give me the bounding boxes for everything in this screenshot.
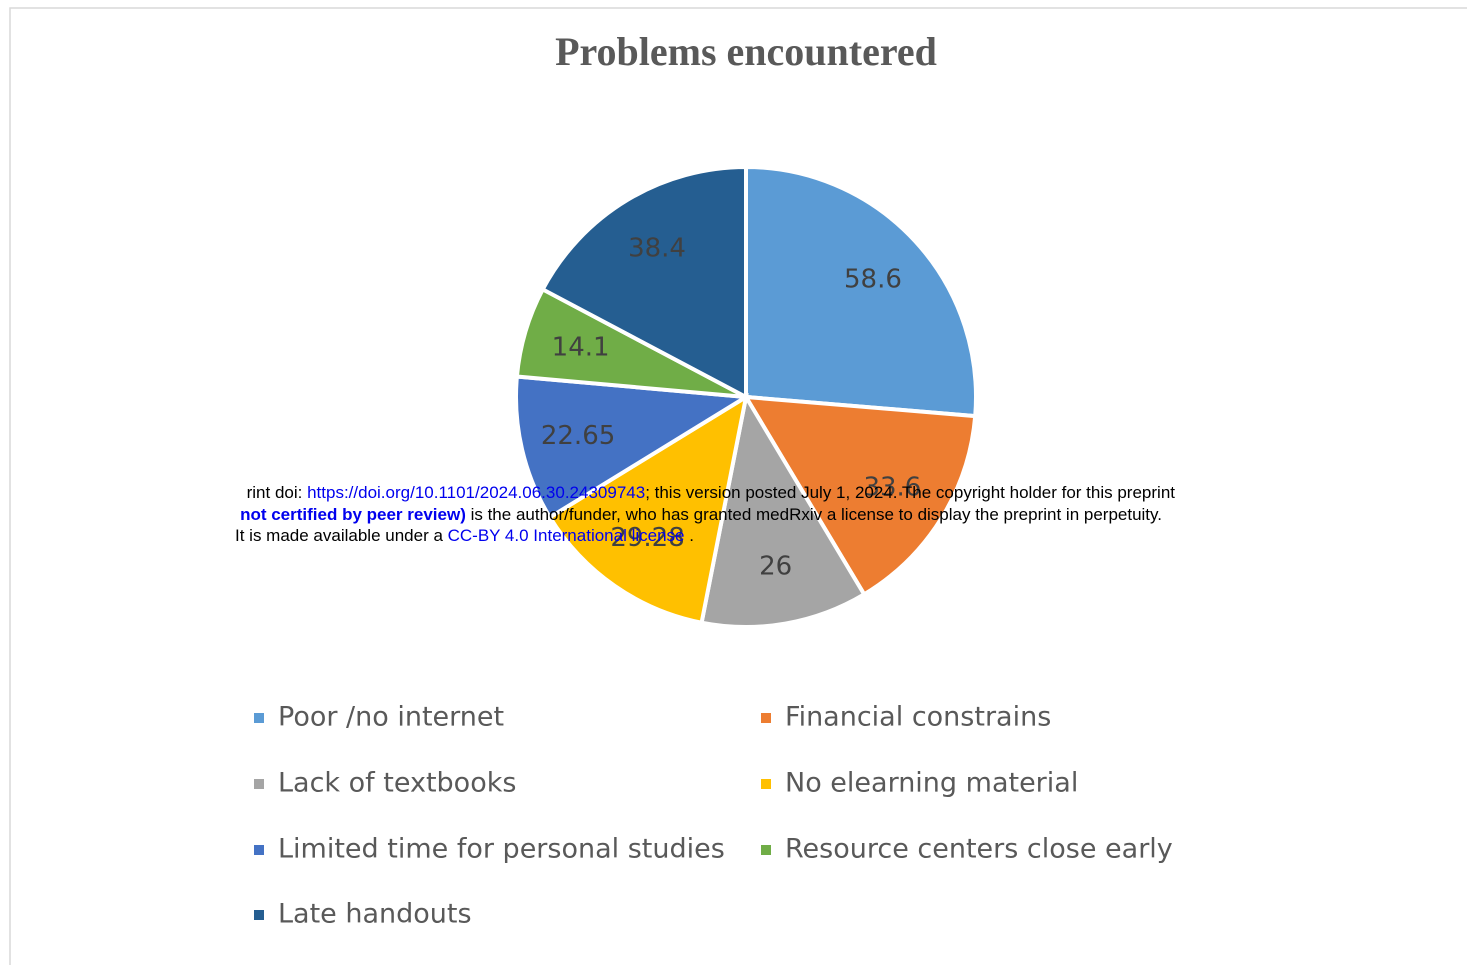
- license-link[interactable]: CC-BY 4.0 International license: [447, 526, 685, 545]
- legend-label: Resource centers close early: [785, 834, 1173, 865]
- legend-swatch: [254, 713, 264, 723]
- notice-line: rint doi: https://doi.org/10.1101/2024.0…: [247, 483, 1175, 503]
- data-label: 14.1: [552, 332, 610, 362]
- legend-swatch: [761, 845, 771, 855]
- data-label: 22.65: [541, 421, 615, 451]
- notice-bold: not certified by peer review): [240, 505, 466, 524]
- data-label: 33.6: [863, 473, 921, 503]
- data-label: 26: [759, 551, 792, 581]
- notice-text: rint doi:: [246, 483, 308, 502]
- legend-swatch: [254, 845, 264, 855]
- legend-label: Late handouts: [278, 899, 472, 930]
- doi-link[interactable]: https://doi.org/10.1101/2024.06.30.24309…: [307, 483, 646, 502]
- pie-slice: [514, 374, 753, 520]
- notice-text: ; this version posted July 1, 2024. The …: [645, 483, 1175, 502]
- legend-label: Poor /no internet: [278, 702, 504, 733]
- notice-line: not certified by peer review) is the aut…: [240, 505, 1162, 525]
- legend-label: Lack of textbooks: [278, 768, 516, 799]
- chart-title: Problems encountered: [555, 29, 937, 74]
- notice-text: It is made available under a: [235, 526, 448, 545]
- pie-slice: [744, 164, 978, 419]
- notice-text: .: [684, 526, 694, 545]
- notice-line: It is made available under a CC-BY 4.0 I…: [235, 526, 694, 546]
- legend-label: No elearning material: [785, 768, 1078, 799]
- legend-swatch: [761, 779, 771, 789]
- pie-slice: [699, 391, 867, 629]
- legend-swatch: [254, 779, 264, 789]
- data-label: 29.28: [610, 523, 684, 553]
- legend-swatch: [761, 713, 771, 723]
- data-label: 58.6: [844, 265, 902, 295]
- pie-slice: [742, 394, 978, 598]
- data-label: 38.4: [628, 234, 686, 264]
- legend-label: Limited time for personal studies: [278, 834, 725, 865]
- legend-swatch: [254, 910, 264, 920]
- notice-text: is the author/funder, who has granted me…: [465, 505, 1162, 524]
- pie-slice: [540, 164, 748, 401]
- pie-slice: [547, 392, 749, 626]
- legend-label: Financial constrains: [785, 702, 1051, 733]
